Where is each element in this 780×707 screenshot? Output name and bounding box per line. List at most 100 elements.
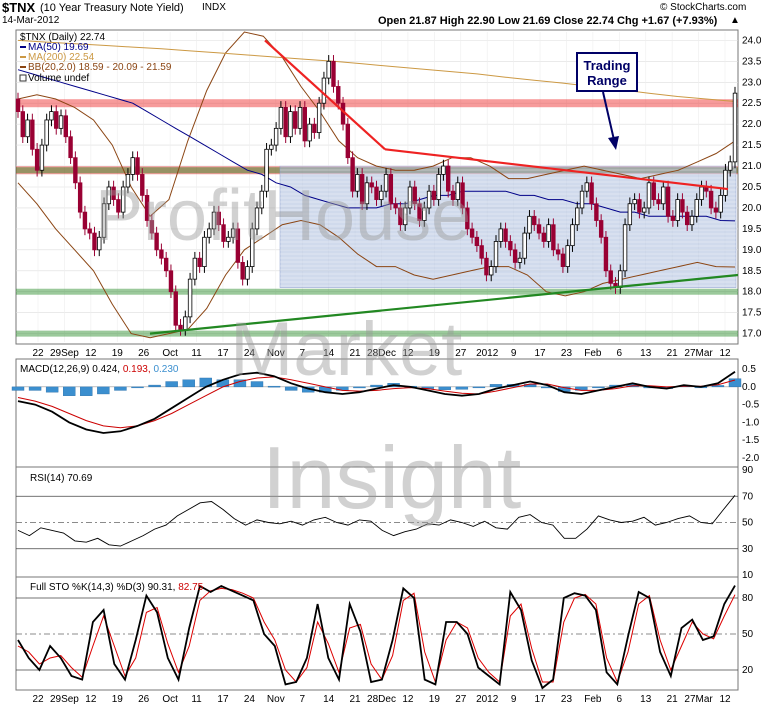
macd-y-tick: -0.5 [742,400,760,411]
candle-body [517,257,523,263]
candle-body [58,115,64,129]
candle-body [503,228,508,242]
candle-body [532,215,537,226]
uptrend-line [149,273,739,335]
candle-body [49,111,54,121]
candle-body [718,194,723,213]
price-y-tick: 23.0 [742,77,762,88]
candle-body [163,257,169,272]
candle-body [54,111,59,129]
x-tick-upper: 23 [561,348,573,359]
candle-body [140,174,145,196]
ma50-line [17,69,736,222]
legend-ma50: MA(50) 19.69 [28,42,89,53]
x-tick-lower: 19 [429,694,441,705]
x-tick-upper: Nov [267,348,285,359]
candle-body [661,186,666,205]
candle-body [92,232,97,251]
candle-body [493,241,499,267]
price-y-tick: 18.5 [742,266,762,277]
x-tick-upper: 12 [85,348,97,359]
x-tick-upper: 27Mar [684,348,713,359]
price-y-tick: 20.0 [742,203,762,214]
x-tick-upper: 22 [32,348,44,359]
candle-body [273,127,279,146]
candle-body [68,136,73,159]
x-tick-lower: 17 [217,694,229,705]
x-tick-lower: Feb [584,694,602,705]
candle-body [589,182,594,205]
callout-line2: Range [587,73,627,88]
chart-date: 14-Mar-2012 [2,15,60,26]
candle-body [269,144,274,150]
macd-histogram-bar [711,385,725,388]
candle-body [250,228,255,267]
x-tick-upper: 12 [402,348,414,359]
x-tick-upper: 17 [217,348,229,359]
x-tick-upper: 24 [244,348,256,359]
candle-body [732,92,738,163]
watermark-line1: ProfitHouse [95,176,471,256]
x-tick-lower: 9 [511,694,517,705]
rsi-y-tick: 70 [742,491,754,502]
candle-body [603,236,609,272]
rsi-y-tick: 10 [742,570,754,581]
legend-ma200: MA(200) 22.54 [28,52,95,63]
price-y-tick: 22.0 [742,119,762,130]
candle-body [441,165,446,175]
candle-body [235,228,241,263]
candle-body [240,262,245,280]
macd-histogram-bar [131,386,144,389]
candle-body [20,111,25,138]
x-tick-lower: 12 [402,694,414,705]
x-tick-upper: 29Sep [50,348,79,359]
x-tick-lower: 24 [244,694,256,705]
candle-body [297,107,303,129]
downtrend-line-1 [264,39,386,151]
candle-body [445,165,451,192]
candle-body [336,86,341,104]
candle-body [641,207,647,213]
price-legend: $TNX (Daily) 22.74 MA(50) 19.69 MA(200) … [19,32,172,84]
macd-histogram-bar [28,386,42,391]
x-tick-upper: 17 [534,348,546,359]
macd-y-tick: -2.0 [742,453,760,464]
candle-body [728,161,733,171]
callout-arrow-icon [608,136,619,150]
x-tick-lower: 12 [719,694,731,705]
candle-body [159,249,164,259]
candle-body [675,199,680,221]
macd-y-tick: -1.0 [742,417,760,428]
candle-body [254,207,260,230]
up-arrow-icon: ▲ [730,15,740,26]
candle-body [465,207,470,230]
candle-body [216,211,221,226]
candle-body [101,203,107,238]
candle-body [555,249,561,255]
candle-body [149,220,155,234]
macd-histogram-bar [284,386,298,391]
x-tick-lower: 11 [191,694,202,705]
candle-body [689,215,695,226]
sto-y-tick: 80 [742,593,754,604]
rsi-label: RSI(14) 70.69 [30,473,93,484]
macd-histogram-bar [455,386,469,390]
candle-body [39,144,45,171]
candle-body [73,157,78,184]
x-tick-upper: 21 [350,348,362,359]
macd-histogram-bar [472,386,486,389]
x-tick-lower: 7 [299,694,305,705]
macd-line [17,371,736,434]
x-tick-upper: Feb [584,348,602,359]
candle-body [651,182,656,200]
candle-body [608,270,613,284]
candle-body [508,241,513,251]
macd-histogram-bar [370,384,383,388]
price-y-tick: 21.0 [742,161,762,172]
price-y-tick: 19.0 [742,245,762,256]
candle-body [230,228,236,238]
macd-histogram-bar [353,386,366,389]
candle-body [469,228,475,238]
x-tick-lower: Nov [267,694,285,705]
support-zone [16,330,738,337]
